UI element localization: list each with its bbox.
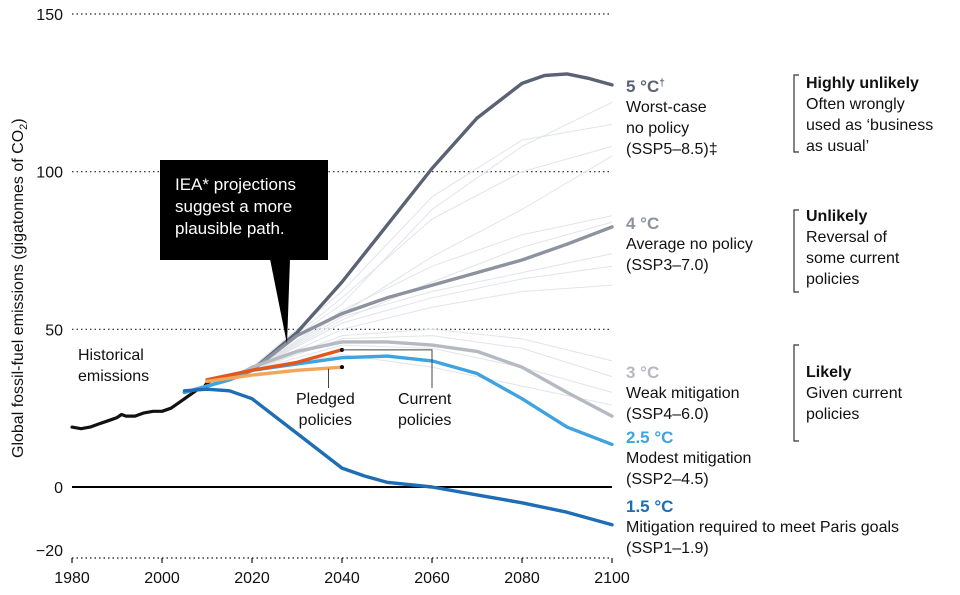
callout-line: suggest a more bbox=[175, 197, 293, 216]
background-scenario-line bbox=[251, 265, 613, 371]
background-scenario-line bbox=[251, 344, 613, 393]
temp-value: 5 °C bbox=[626, 77, 660, 96]
background-scenario-line bbox=[251, 221, 613, 371]
scenario-label-ssp5: 5 °C† Worst-case no policy (SSP5–8.5)‡ bbox=[626, 77, 718, 158]
x-tick-label: 2040 bbox=[324, 570, 360, 587]
likelihood-bracket bbox=[793, 74, 799, 153]
x-tick-label: 2080 bbox=[504, 570, 540, 587]
likelihood-bracket bbox=[793, 344, 799, 442]
background-scenario-line bbox=[251, 215, 613, 371]
current-policies-line bbox=[205, 348, 344, 382]
background-scenario-line bbox=[251, 155, 613, 371]
y-tick-label: 0 bbox=[54, 480, 63, 497]
x-tick-label: 2060 bbox=[414, 570, 450, 587]
likelihood-highly-unlikely: Highly unlikely Often wrongly used as ‘b… bbox=[806, 75, 934, 155]
y-axis-title: Global fossil-fuel emissions (gigatonnes… bbox=[10, 118, 30, 458]
likelihood-likely: Likely Given current policies bbox=[806, 364, 903, 423]
background-scenario-line bbox=[251, 284, 613, 371]
x-tick-label: 1980 bbox=[54, 570, 90, 587]
temp-value: 2.5 °C bbox=[626, 428, 674, 447]
x-tick-label: 2000 bbox=[144, 570, 180, 587]
temp-value: 1.5 °C bbox=[626, 497, 674, 516]
scenario-label-ssp1: 1.5 °C Mitigation required to meet Paris… bbox=[626, 497, 900, 557]
y-tick-label: 50 bbox=[45, 322, 63, 339]
scenario-label-ssp4: 3 °C Weak mitigation (SSP4–6.0) bbox=[626, 363, 740, 423]
historical-emissions-label: Historical emissions bbox=[78, 347, 150, 385]
iea-endpoint-marker bbox=[340, 365, 344, 370]
scenario-label-ssp3: 4 °C Average no policy (SSP3–7.0) bbox=[626, 214, 753, 274]
background-scenario-line bbox=[251, 145, 613, 371]
temp-value: 3 °C bbox=[626, 363, 660, 382]
ssp1-line bbox=[182, 387, 614, 527]
pledged-policies-line bbox=[205, 365, 344, 384]
temp-value: 4 °C bbox=[626, 214, 660, 233]
y-tick-label: −20 bbox=[36, 543, 63, 560]
ssp2-line bbox=[182, 354, 614, 447]
current-policies-leader bbox=[342, 349, 433, 388]
callout-line: IEA* projections bbox=[175, 175, 296, 194]
iea-callout-box: IEA* projections suggest a more plausibl… bbox=[160, 160, 328, 260]
background-scenario-line bbox=[251, 253, 613, 371]
likelihood-unlikely: Unlikely Reversal of some current polici… bbox=[806, 208, 900, 288]
callout-pointer bbox=[270, 259, 290, 344]
y-tick-label: 100 bbox=[36, 165, 63, 182]
current-policies-label: Current policies bbox=[398, 391, 452, 429]
x-tick-label: 2100 bbox=[594, 570, 630, 587]
y-tick-label: 150 bbox=[36, 7, 63, 24]
pledged-policies-label: Pledged policies bbox=[296, 391, 355, 429]
x-tick-label: 2020 bbox=[234, 570, 270, 587]
likelihood-bracket bbox=[793, 209, 799, 293]
scenario-label-ssp2: 2.5 °C Modest mitigation (SSP2–4.5) bbox=[626, 428, 752, 488]
callout-line: plausible path. bbox=[175, 219, 285, 238]
background-scenario-line bbox=[251, 101, 613, 368]
